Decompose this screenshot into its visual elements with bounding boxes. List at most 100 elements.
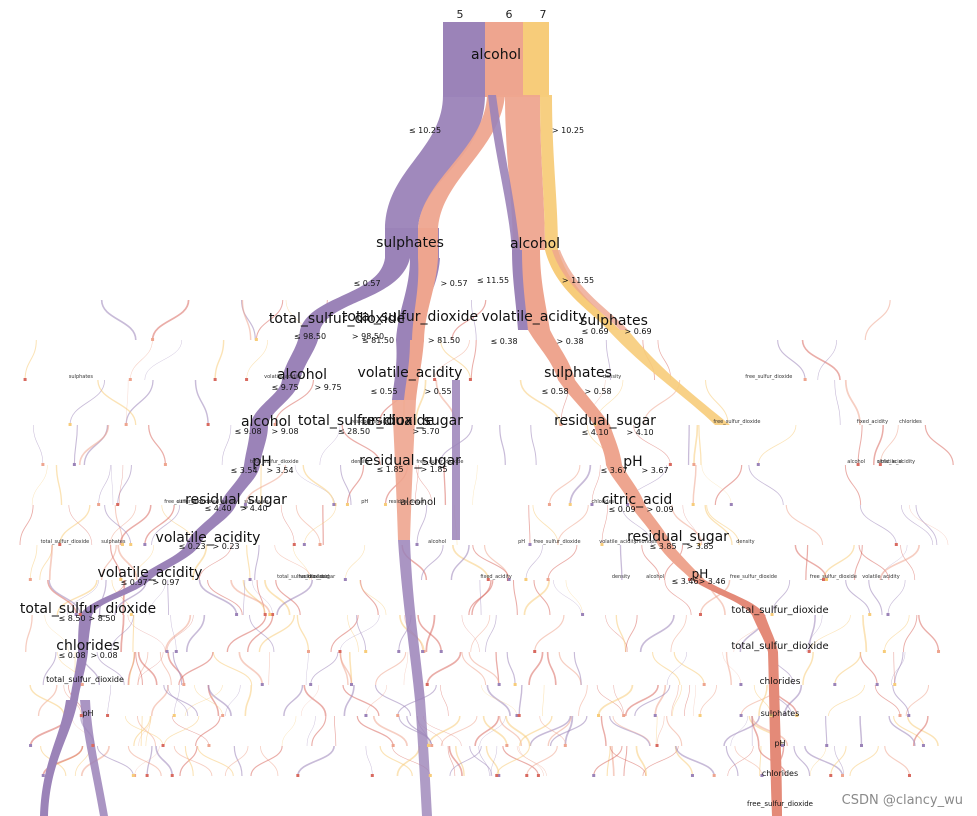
- class-labels: 5 6 7: [457, 8, 547, 21]
- minor-branch: [148, 424, 167, 466]
- leaf-marker: [206, 423, 210, 426]
- minor-branch: [455, 745, 465, 777]
- minor-branch: [506, 651, 516, 686]
- minor-branches: [19, 299, 954, 777]
- small-node-label: citric_acid: [176, 499, 201, 505]
- tsd4-right: > 8.50: [88, 614, 115, 623]
- leaf-marker: [268, 613, 272, 616]
- leaf-marker: [691, 503, 695, 506]
- alc4-left: ≤ 9.08: [234, 427, 261, 436]
- minor-branch: [868, 579, 883, 616]
- minor-branch: [470, 614, 491, 653]
- leaf-marker: [702, 683, 706, 686]
- minor-branch: [619, 544, 623, 581]
- minor-branch: [793, 745, 811, 777]
- leaf-marker: [343, 578, 347, 581]
- leaf-marker: [182, 683, 186, 686]
- minor-branch: [100, 299, 137, 341]
- minor-branch: [330, 614, 359, 653]
- leaf-marker: [243, 503, 247, 506]
- minor-branch: [474, 715, 500, 747]
- minor-branch: [185, 614, 206, 653]
- small-node-label: density: [612, 574, 630, 580]
- node-tsd-2: total_sulfur_dioxide: [342, 309, 478, 325]
- minor-branch: [451, 544, 490, 581]
- minor-branch: [117, 464, 132, 506]
- small-node-label: free_sulfur_dioxide: [745, 374, 792, 380]
- minor-branch: [483, 544, 510, 581]
- minor-branch: [906, 715, 939, 747]
- leaf-marker: [536, 774, 540, 777]
- leaf-marker: [439, 650, 443, 653]
- leaf-marker: [427, 744, 431, 747]
- leaf-marker: [690, 774, 694, 777]
- minor-branch: [854, 544, 863, 581]
- minor-branch: [163, 715, 200, 747]
- sulphates-left: ≤ 0.57: [353, 279, 380, 288]
- leaf-marker: [263, 613, 267, 616]
- alc4-right: > 9.08: [271, 427, 298, 436]
- leaf-marker: [760, 774, 764, 777]
- leaf-marker: [254, 338, 258, 341]
- minor-branch: [909, 504, 949, 546]
- leaf-marker: [739, 683, 743, 686]
- leaf-marker: [769, 714, 773, 717]
- flow-va2-o: [404, 340, 424, 400]
- sulphates-bar-orange: [418, 228, 438, 258]
- minor-branch: [42, 745, 84, 777]
- minor-branch: [155, 745, 174, 777]
- leaf-marker: [829, 774, 833, 777]
- minor-branch: [625, 614, 638, 653]
- minor-branch: [859, 715, 863, 747]
- small-node-label: volatile_acidity: [878, 459, 916, 465]
- minor-branch: [83, 424, 109, 466]
- rs1-right: > 5.70: [412, 427, 439, 436]
- minor-branch: [375, 651, 407, 686]
- leaf-marker: [41, 463, 45, 466]
- minor-branch: [127, 745, 162, 777]
- rs4-left: ≤ 4.40: [204, 504, 231, 513]
- minor-branch: [468, 651, 500, 686]
- class-label-6: 6: [506, 8, 513, 21]
- main-flows: [40, 22, 782, 816]
- minor-branch: [450, 544, 470, 581]
- flow-chl1-down: [70, 652, 88, 700]
- minor-branch: [151, 504, 181, 546]
- minor-branch: [639, 614, 675, 653]
- node-labels: alcohol ≤ 10.25 > 10.25 sulphates ≤ 0.57…: [20, 47, 829, 808]
- class-label-7: 7: [540, 8, 547, 21]
- minor-branch: [48, 579, 81, 616]
- minor-branch: [114, 504, 124, 546]
- leaf-marker: [770, 613, 774, 616]
- tsd1-right: > 98.50: [352, 332, 384, 341]
- minor-branch: [226, 614, 267, 653]
- minor-branch: [845, 579, 871, 616]
- leaf-marker: [91, 744, 95, 747]
- minor-branch: [621, 504, 652, 546]
- leaf-marker: [120, 543, 124, 546]
- leaf-marker: [840, 774, 844, 777]
- minor-branch: [547, 544, 578, 581]
- leaf-marker: [937, 650, 941, 653]
- minor-branch: [578, 684, 588, 717]
- minor-branch: [918, 614, 940, 653]
- leaf-marker: [822, 578, 826, 581]
- minor-branch: [684, 684, 691, 717]
- leaf-marker: [497, 683, 501, 686]
- flow-ph1: [244, 425, 268, 465]
- leaf-marker: [515, 714, 519, 717]
- minor-branch: [759, 745, 762, 777]
- leaf-marker: [894, 543, 898, 546]
- leaf-marker: [563, 744, 567, 747]
- leaf-marker: [72, 463, 76, 466]
- small-node-label: pH: [364, 419, 371, 425]
- minor-branch: [900, 544, 916, 581]
- leaf-marker: [547, 503, 551, 506]
- minor-branch: [609, 745, 647, 777]
- leaf-marker: [143, 543, 147, 546]
- minor-branch: [136, 715, 156, 747]
- minor-branch: [297, 745, 335, 777]
- minor-branch: [342, 684, 380, 717]
- leaf-marker: [163, 463, 167, 466]
